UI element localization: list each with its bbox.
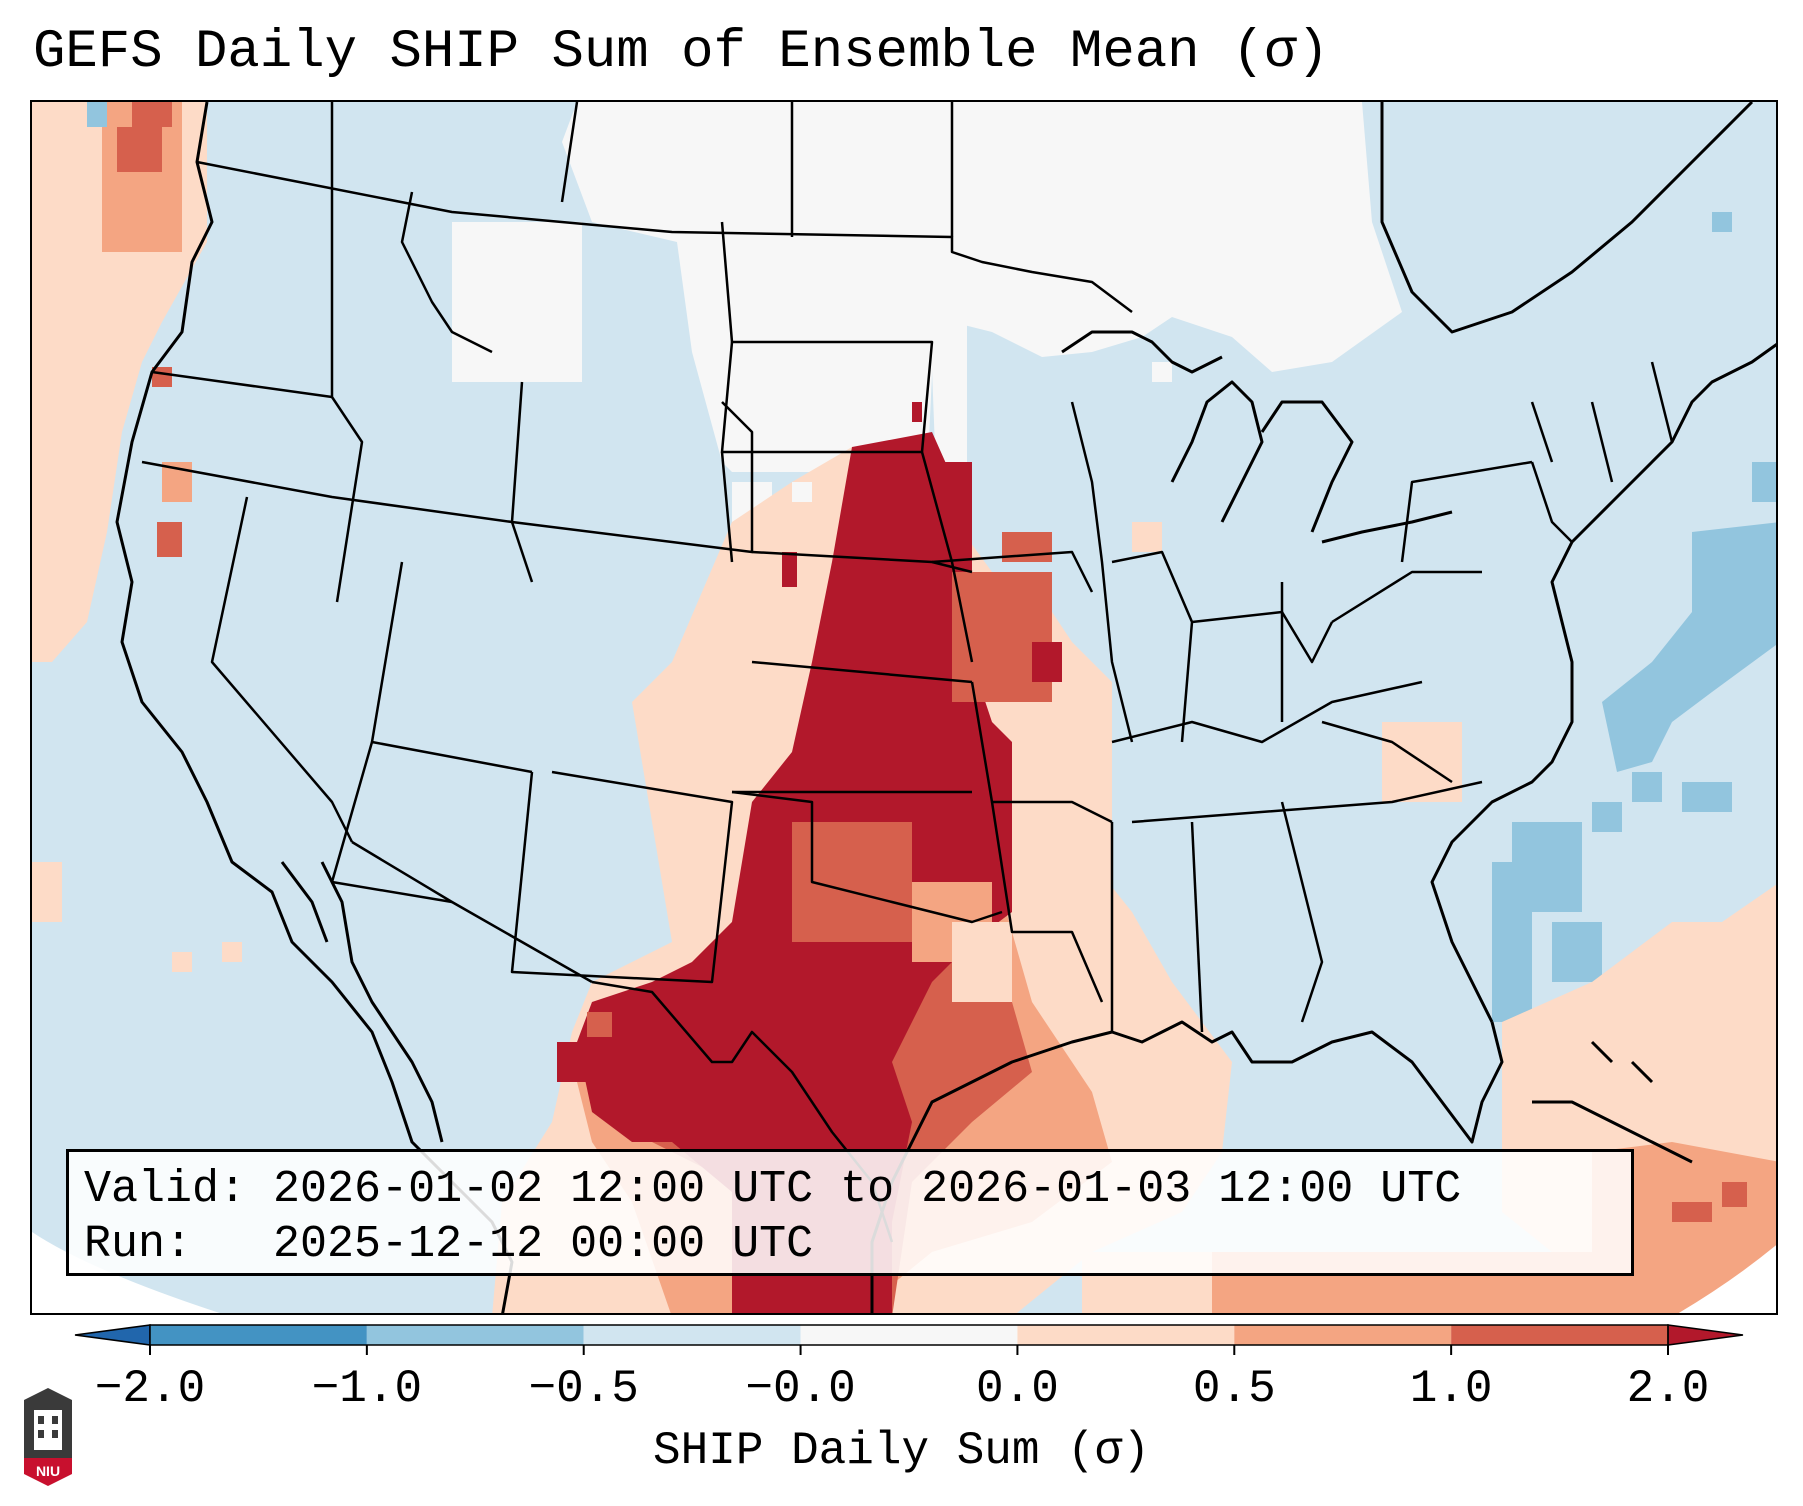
colorbar-label: SHIP Daily Sum (σ) xyxy=(653,1425,1150,1477)
colorbar-segment xyxy=(583,1325,801,1345)
colorbar-tick-label: −0.5 xyxy=(528,1363,639,1415)
map-svg xyxy=(32,102,1776,1313)
map-panel[interactable] xyxy=(30,100,1778,1315)
colorbar-segment xyxy=(1017,1325,1235,1345)
valid-run-info-box: Valid: 2026-01-02 12:00 UTC to 2026-01-0… xyxy=(66,1149,1634,1276)
logo-banner-icon xyxy=(24,1458,72,1486)
pacific-positive-speckles xyxy=(32,102,242,972)
atlantic-negative-speckles xyxy=(1492,212,1776,1022)
colorbar-segment xyxy=(1451,1325,1668,1345)
colorbar-segments xyxy=(74,1324,1744,1346)
colorbar-extend-low xyxy=(74,1324,151,1346)
colorbar-tick-label: 1.0 xyxy=(1409,1363,1493,1415)
projection-edge-right xyxy=(1678,1245,1776,1313)
colorbar-segment xyxy=(150,1325,367,1345)
colorbar-tick-label: 0.0 xyxy=(976,1363,1059,1415)
colorbar-segment xyxy=(366,1325,584,1345)
valid-label: Valid: xyxy=(84,1164,247,1215)
colorbar-tick-label: 0.5 xyxy=(1192,1363,1276,1415)
colorbar-tick-label: −0.0 xyxy=(745,1363,856,1415)
run-row: Run: 2025-12-12 00:00 UTC xyxy=(84,1217,1631,1272)
valid-row: Valid: 2026-01-02 12:00 UTC to 2026-01-0… xyxy=(84,1162,1631,1217)
niu-logo: NIU xyxy=(24,1388,72,1486)
colorbar-extend-high xyxy=(1667,1324,1744,1346)
valid-value: 2026-01-02 12:00 UTC to 2026-01-03 12:00… xyxy=(273,1164,1462,1215)
colorbar-outline xyxy=(149,1324,1669,1346)
coastlines xyxy=(115,102,1776,1313)
colorbar-segment xyxy=(800,1325,1018,1345)
borders xyxy=(141,102,1674,1243)
colorbar-ticks xyxy=(149,1345,1669,1355)
projection-edge xyxy=(32,1232,220,1313)
run-label: Run: xyxy=(84,1219,193,1270)
colorbar-tick-label: −2.0 xyxy=(94,1363,206,1415)
run-value: 2025-12-12 00:00 UTC xyxy=(273,1219,814,1270)
colorbar-tick-label: 2.0 xyxy=(1626,1363,1710,1415)
logo-text: NIU xyxy=(36,1463,60,1479)
colorbar xyxy=(74,1324,1744,1355)
colorbar-segment xyxy=(1234,1325,1452,1345)
chart-title: GEFS Daily SHIP Sum of Ensemble Mean (σ) xyxy=(33,22,1330,83)
colorbar-tick-label: −1.0 xyxy=(311,1363,423,1415)
